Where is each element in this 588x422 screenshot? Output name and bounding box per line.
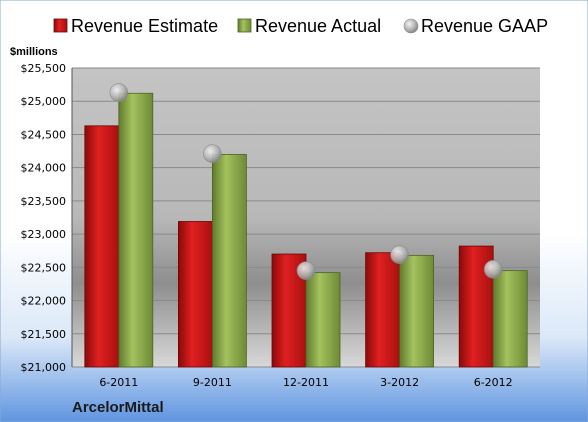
gaap-marker: [483, 260, 503, 279]
y-tick-label: $22,500: [21, 261, 67, 274]
y-axis-ticks: $21,000 $21,500 $22,000 $22,500 $23,000 $23,5…: [21, 62, 67, 374]
legend-label: Revenue GAAP: [421, 16, 548, 36]
x-tick-label: 6-2011: [99, 376, 138, 389]
legend-label: Revenue Actual: [255, 16, 381, 36]
estimate-bar: [84, 125, 120, 368]
y-tick-label: $23,000: [21, 228, 67, 241]
x-tick-label: 12-2011: [283, 376, 329, 389]
y-tick-label: $25,000: [21, 95, 67, 108]
y-tick-label: $24,000: [21, 162, 67, 175]
y-tick-label: $25,500: [21, 62, 67, 75]
actual-bar: [118, 92, 154, 368]
legend-swatch: [403, 18, 419, 34]
x-axis-ticks: 6-2011 9-2011 12-2011 3-2012 6-2012: [99, 376, 512, 389]
y-axis-unit-label: $millions: [10, 46, 58, 58]
estimate-bar: [365, 252, 401, 368]
x-tick-label: 9-2011: [193, 376, 232, 389]
actual-bar: [211, 153, 247, 368]
gaap-markers: [109, 83, 503, 280]
actual-bar: [492, 270, 528, 368]
estimate-bar: [177, 221, 213, 368]
x-tick-label: 6-2012: [474, 376, 513, 389]
y-tick-label: $22,000: [21, 295, 67, 308]
legend-swatch: [53, 18, 68, 33]
x-tick-label: 3-2012: [380, 376, 419, 389]
actual-bar: [305, 272, 341, 368]
gaap-marker: [390, 245, 409, 265]
legend-swatch: [237, 18, 252, 33]
gaap-marker: [203, 144, 222, 164]
bars: [84, 92, 528, 368]
estimate-bar: [458, 245, 494, 368]
y-tick-label: $24,500: [21, 128, 67, 141]
legend: Revenue Estimate Revenue Actual Revenue GA…: [53, 16, 548, 36]
y-tick-label: $21,500: [21, 328, 67, 341]
actual-bar: [399, 254, 435, 368]
y-tick-label: $23,500: [21, 195, 67, 208]
gaap-marker: [109, 83, 129, 102]
y-tick-label: $21,000: [21, 361, 67, 374]
legend-label: Revenue Estimate: [71, 16, 218, 36]
company-name: ArcelorMittal: [72, 399, 164, 416]
gaap-marker: [296, 261, 316, 280]
